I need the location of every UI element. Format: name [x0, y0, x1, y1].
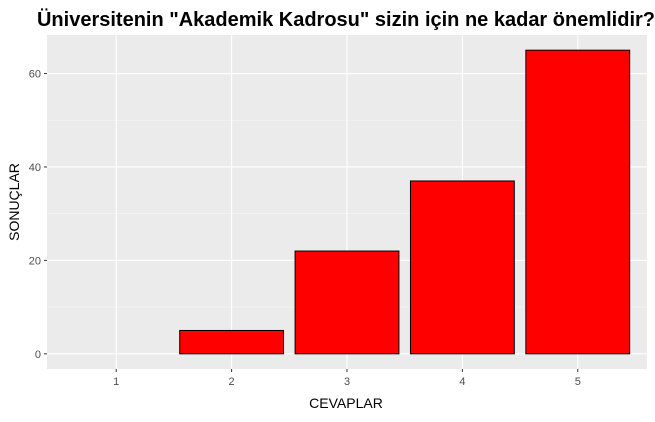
x-tick-label: 4 [459, 376, 465, 388]
chart-title: Üniversitenin "Akademik Kadrosu" sizin i… [37, 8, 655, 31]
y-axis-title: SONUÇLAR [6, 163, 22, 241]
bar-4 [409, 180, 515, 355]
x-tick-label: 2 [229, 376, 235, 388]
x-tick-label: 1 [113, 376, 119, 388]
bars [179, 49, 631, 355]
x-tick-label: 5 [575, 376, 581, 388]
y-tick-label: 40 [29, 162, 41, 174]
x-tick-label: 3 [344, 376, 350, 388]
x-axis-title: CEVAPLAR [309, 395, 383, 411]
y-tick-label: 60 [29, 69, 41, 81]
bar-3 [294, 250, 400, 355]
bar-5 [525, 49, 631, 355]
bar-2 [179, 329, 285, 355]
y-tick-label: 20 [29, 255, 41, 267]
y-tick-label: 0 [35, 349, 41, 361]
axes: 0 20 40 60 1 2 3 4 5 [29, 69, 581, 388]
